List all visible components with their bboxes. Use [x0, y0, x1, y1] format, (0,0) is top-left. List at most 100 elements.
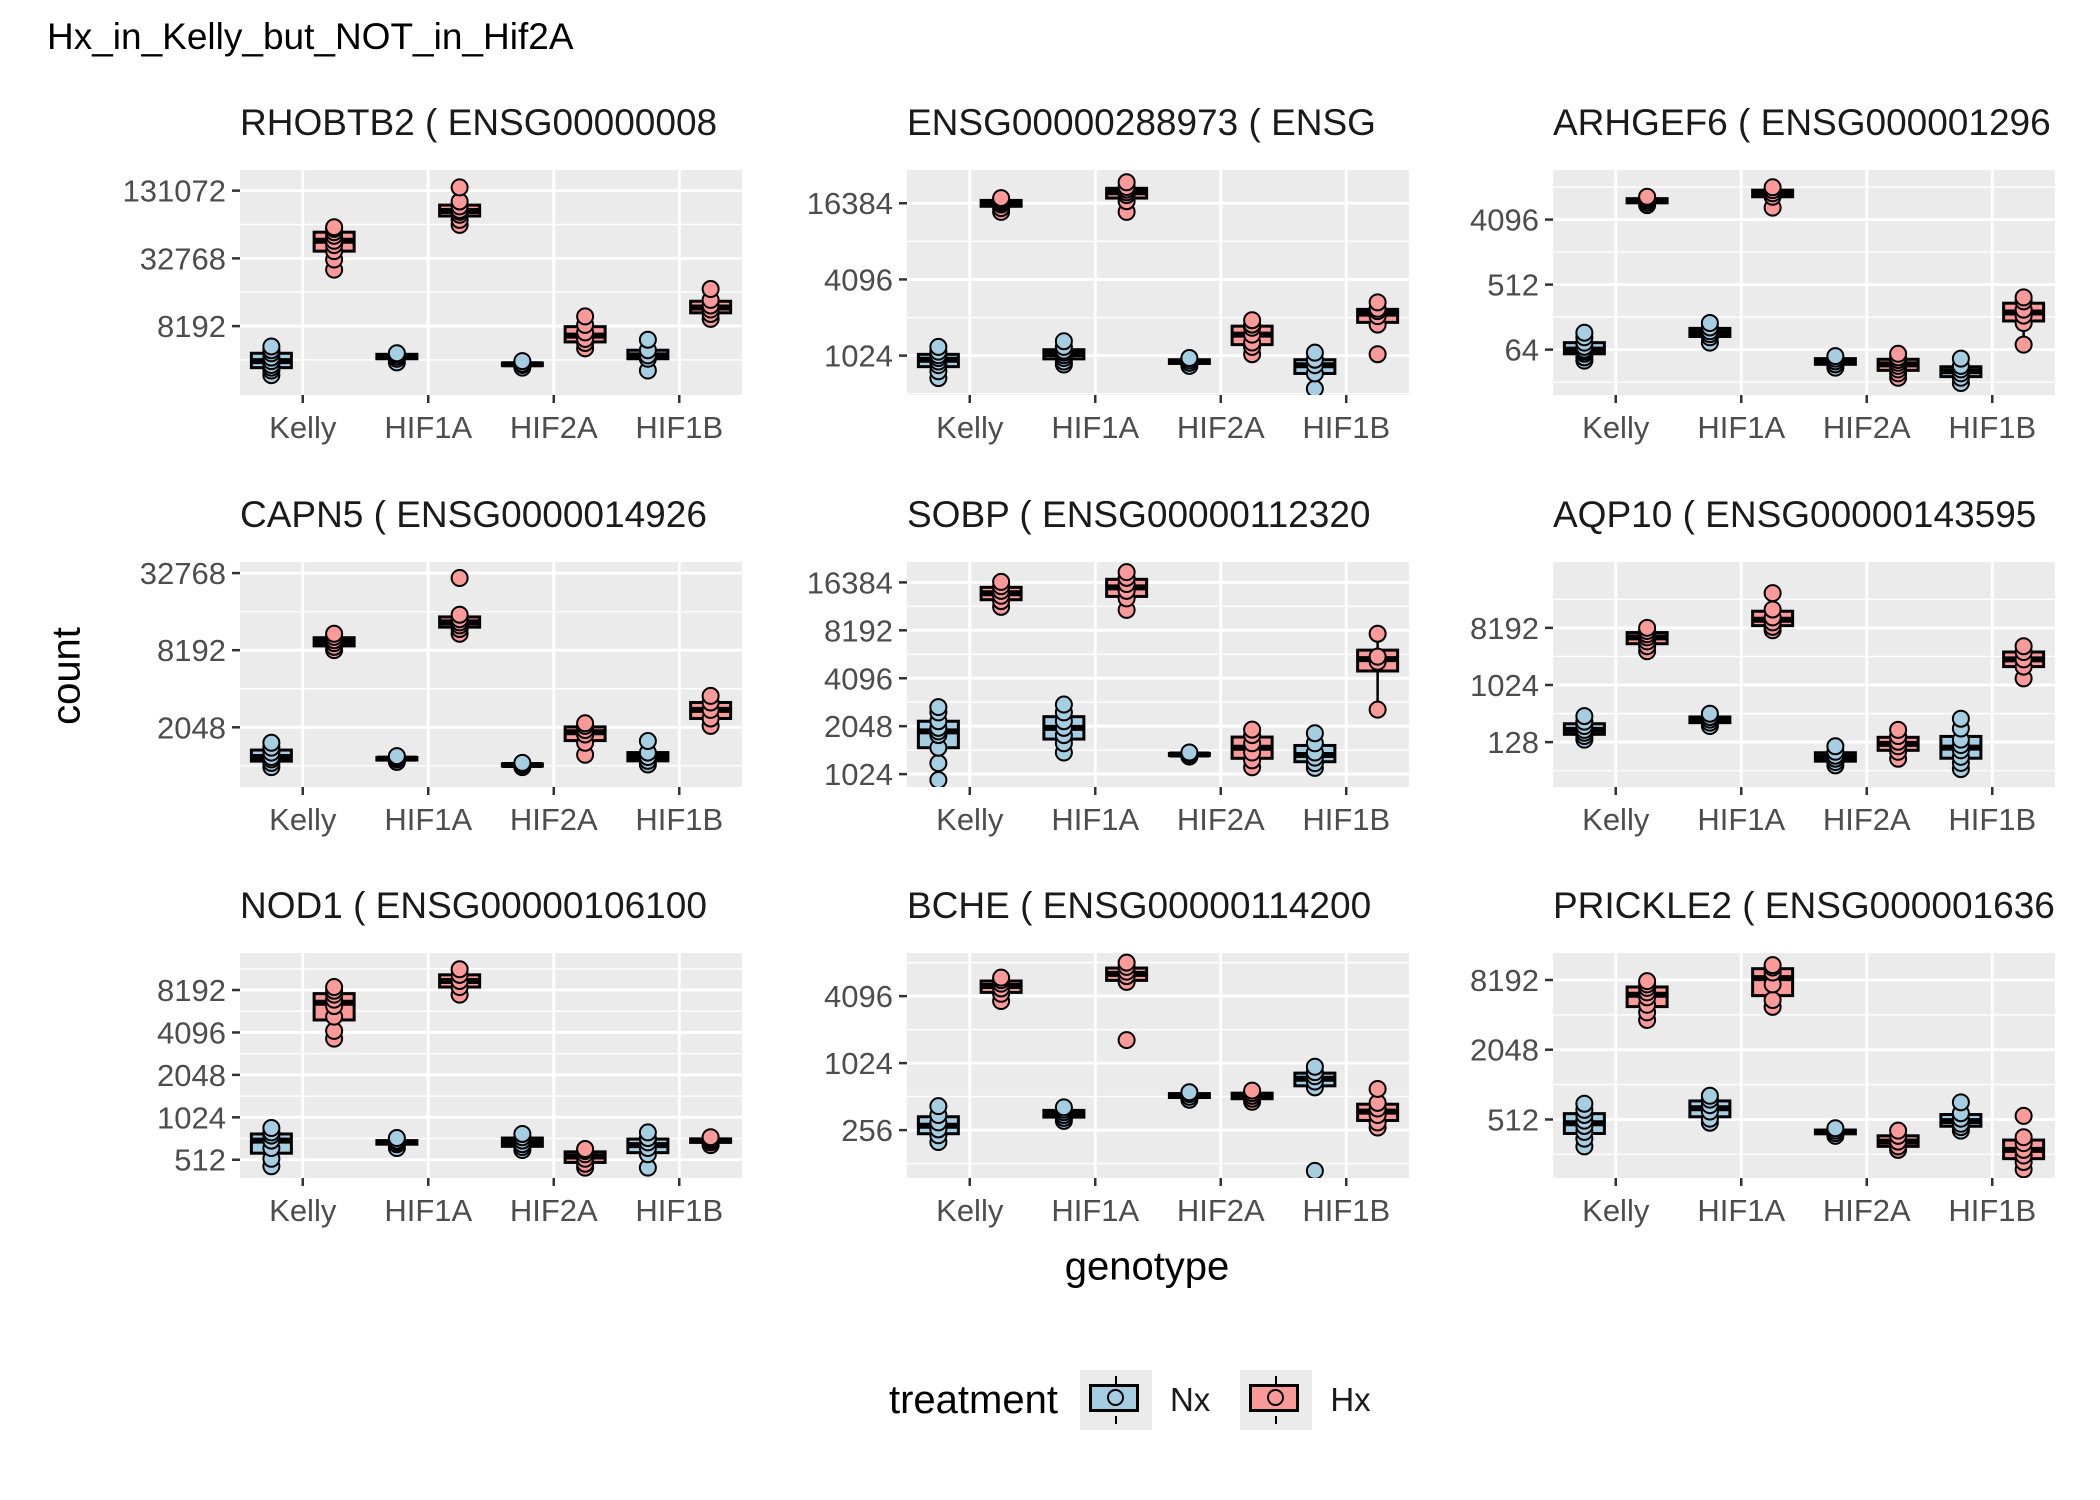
y-tick-label: 2048 — [157, 1058, 226, 1093]
data-point-hx — [1117, 563, 1136, 582]
facet-title-sobp: SOBP ( ENSG00000112320 — [907, 494, 1371, 535]
data-point-nx — [1951, 349, 1970, 368]
x-tick-label: Kelly — [936, 802, 1004, 837]
y-tick-label: 512 — [1487, 1102, 1539, 1137]
x-tick-label: HIF1B — [1948, 802, 2036, 837]
data-point-nx — [1575, 1094, 1594, 1113]
facet-aqp10: AQP10 ( ENSG00000143595 128 1024 8192 Kelly H… — [1470, 494, 2055, 837]
x-tick-label: HIF1B — [1302, 802, 1390, 837]
data-point-nx — [1826, 1119, 1845, 1138]
x-tick-label: HIF1A — [384, 410, 472, 445]
data-point-nx — [262, 1119, 281, 1138]
x-tick-label: HIF1A — [384, 1193, 472, 1228]
x-tick-label: Kelly — [936, 410, 1004, 445]
y-tick-label: 8192 — [157, 633, 226, 668]
data-point-nx — [1305, 1161, 1324, 1178]
data-point-nx — [1575, 323, 1594, 342]
y-tick-label: 32768 — [140, 556, 226, 591]
legend-key-nx — [1079, 1370, 1152, 1430]
y-tick-label: 4096 — [824, 661, 893, 696]
y-tick-label: 4096 — [1470, 203, 1539, 238]
x-tick-label: HIF1A — [1051, 1193, 1139, 1228]
legend-point-nx — [1106, 1389, 1124, 1406]
data-point-hx — [1117, 173, 1136, 192]
x-tick-label: HIF2A — [1823, 802, 1911, 837]
facet-title-bche: BCHE ( ENSG00000114200 — [907, 885, 1371, 926]
data-point-hx — [450, 605, 469, 624]
y-tick-label: 32768 — [140, 241, 226, 276]
x-tick-label: HIF1B — [1302, 410, 1390, 445]
y-tick-label: 1024 — [157, 1100, 226, 1135]
data-point-nx — [262, 733, 281, 752]
x-tick-label: HIF2A — [1823, 410, 1911, 445]
y-tick-label: 1024 — [824, 757, 893, 792]
x-tick-label: HIF1B — [635, 410, 723, 445]
x-tick-label: HIF1A — [1697, 1193, 1785, 1228]
data-point-nx — [1826, 737, 1845, 756]
x-tick-label: HIF2A — [1823, 1193, 1911, 1228]
data-point-hx — [1243, 720, 1262, 739]
data-point-hx — [1889, 720, 1908, 739]
data-point-nx — [387, 747, 406, 766]
legend-key-hx — [1240, 1370, 1313, 1430]
data-point-nx — [262, 337, 281, 356]
data-point-hx — [1889, 344, 1908, 363]
panel-marks — [916, 953, 1400, 1178]
data-point-hx — [325, 978, 344, 997]
data-point-hx — [1889, 1121, 1908, 1140]
data-point-nx — [513, 753, 532, 772]
y-tick-label: 1024 — [1470, 668, 1539, 703]
legend: treatment Nx Hx — [889, 1370, 1401, 1430]
x-axis-label: genotype — [1064, 1244, 1230, 1289]
facet-title-rhobtb2: RHOBTB2 ( ENSG00000008 — [240, 102, 717, 143]
facet-arhgef6: ARHGEF6 ( ENSG000001296 64 512 4096 Kelly HIF… — [1470, 102, 2055, 445]
data-point-nx — [1700, 704, 1719, 723]
y-tick-label: 131072 — [123, 174, 226, 209]
y-tick-label: 1024 — [824, 339, 893, 374]
x-tick-label: HIF2A — [1177, 802, 1265, 837]
x-tick-label: HIF1A — [1051, 410, 1139, 445]
data-point-nx — [1305, 379, 1324, 395]
x-tick-label: HIF1B — [1948, 1193, 2036, 1228]
legend-point-hx — [1267, 1389, 1285, 1406]
data-point-nx — [513, 352, 532, 371]
data-point-nx — [1951, 709, 1970, 728]
data-point-nx — [1305, 1057, 1324, 1076]
x-tick-label: HIF1B — [1948, 410, 2036, 445]
panel-marks — [916, 173, 1400, 395]
figure-title: Hx_in_Kelly_but_NOT_in_Hif2A — [47, 16, 574, 57]
data-point-hx — [325, 624, 344, 643]
data-point-nx — [1180, 1083, 1199, 1102]
facet-title-aqp10: AQP10 ( ENSG00000143595 — [1553, 494, 2036, 535]
data-point-hx — [1243, 1081, 1262, 1100]
data-point-nx — [1826, 347, 1845, 366]
panel-marks — [1562, 956, 2046, 1178]
legend-label-hx: Hx — [1330, 1381, 1371, 1418]
data-point-hx — [450, 960, 469, 979]
data-point-nx — [929, 1097, 948, 1116]
y-tick-label: 16384 — [807, 565, 893, 600]
y-tick-label: 4096 — [824, 979, 893, 1014]
data-point-hx — [1117, 953, 1136, 972]
data-point-nx — [929, 337, 948, 356]
x-tick-label: HIF2A — [510, 802, 598, 837]
data-point-nx — [387, 1129, 406, 1148]
y-tick-label: 512 — [1487, 268, 1539, 303]
facet-ensg00000288973: ENSG00000288973 ( ENSG 1024 4096 16384 Kelly… — [807, 102, 1409, 445]
data-point-nx — [1700, 313, 1719, 332]
data-point-hx — [2014, 288, 2033, 307]
data-point-nx — [1700, 1086, 1719, 1105]
data-point-nx — [1305, 724, 1324, 743]
y-tick-label: 64 — [1505, 333, 1539, 368]
facet-sobp: SOBP ( ENSG00000112320 1024 2048 4096 8192 16… — [807, 494, 1409, 837]
y-tick-label: 2048 — [157, 710, 226, 745]
data-point-hx — [1763, 956, 1782, 975]
data-point-hx — [701, 280, 720, 299]
facet-rhobtb2: RHOBTB2 ( ENSG00000008 8192 32768 131072 Kel… — [123, 102, 742, 445]
data-point-hx — [1638, 972, 1657, 991]
y-tick-label: 2048 — [1470, 1033, 1539, 1068]
data-point-hx — [576, 1140, 595, 1159]
data-point-nx — [1305, 343, 1324, 362]
facet-bche: BCHE ( ENSG00000114200 256 1024 4096 Kelly HI… — [824, 885, 1409, 1228]
